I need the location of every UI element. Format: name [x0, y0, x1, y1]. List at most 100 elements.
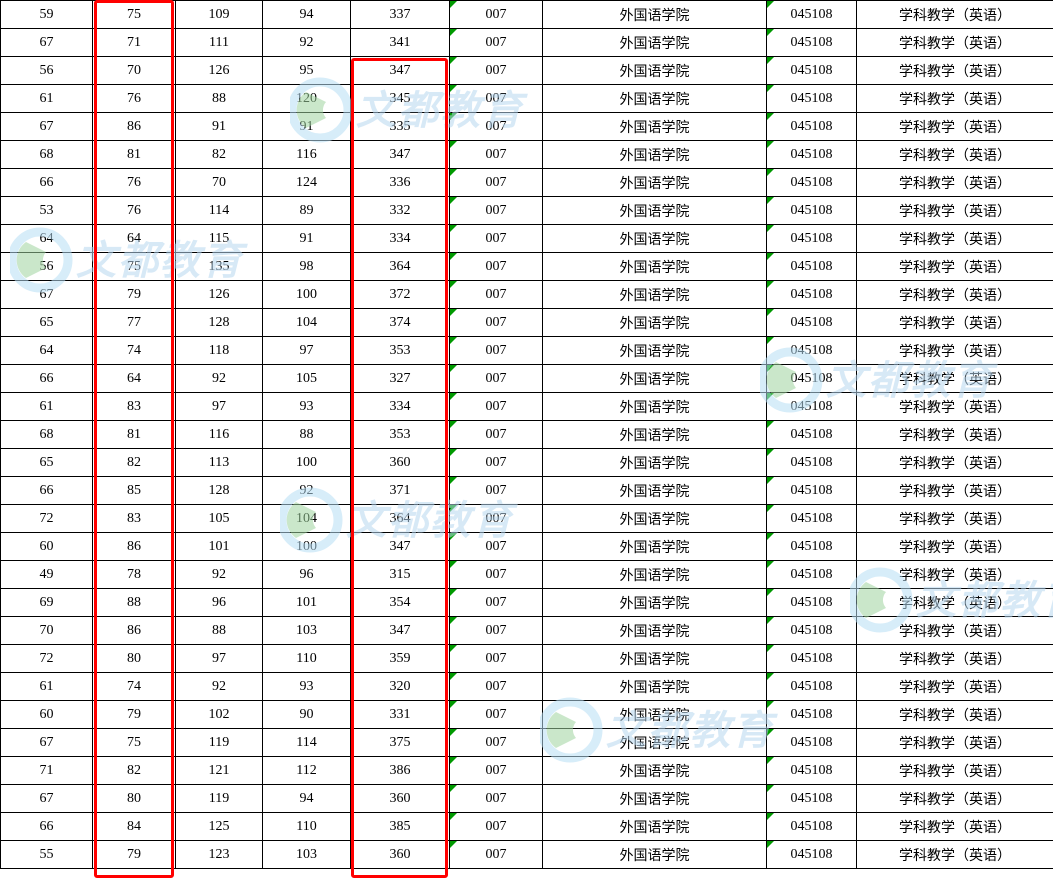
table-cell: 360 — [351, 785, 450, 813]
table-cell: 外国语学院 — [543, 561, 767, 589]
table-row: 708688103347007外国语学院045108学科教学（英语） — [1, 617, 1053, 645]
table-cell: 学科教学（英语） — [857, 309, 1053, 337]
table-cell: 65 — [1, 309, 93, 337]
table-cell: 外国语学院 — [543, 85, 767, 113]
table-cell: 外国语学院 — [543, 1, 767, 29]
table-cell: 315 — [351, 561, 450, 589]
table-cell: 353 — [351, 421, 450, 449]
table-cell: 49 — [1, 561, 93, 589]
table-cell: 64 — [1, 225, 93, 253]
table-cell: 92 — [176, 561, 263, 589]
table-cell: 045108 — [767, 253, 857, 281]
table-cell: 119 — [176, 729, 263, 757]
table-cell: 114 — [263, 729, 351, 757]
table-cell: 045108 — [767, 841, 857, 869]
table-cell: 007 — [450, 477, 543, 505]
table-cell: 71 — [1, 757, 93, 785]
table-cell: 335 — [351, 113, 450, 141]
table-cell: 81 — [93, 421, 176, 449]
table-row: 61839793334007外国语学院045108学科教学（英语） — [1, 393, 1053, 421]
table-cell: 120 — [263, 85, 351, 113]
table-cell: 045108 — [767, 197, 857, 225]
table-cell: 007 — [450, 141, 543, 169]
table-cell: 70 — [93, 57, 176, 85]
table-cell: 007 — [450, 57, 543, 85]
table-cell: 371 — [351, 477, 450, 505]
table-cell: 385 — [351, 813, 450, 841]
table-cell: 341 — [351, 29, 450, 57]
table-cell: 88 — [176, 617, 263, 645]
table-cell: 83 — [93, 505, 176, 533]
table-cell: 67 — [1, 785, 93, 813]
table-cell: 学科教学（英语） — [857, 113, 1053, 141]
table-cell: 70 — [1, 617, 93, 645]
table-cell: 007 — [450, 617, 543, 645]
table-cell: 88 — [176, 85, 263, 113]
table-cell: 101 — [176, 533, 263, 561]
table-cell: 76 — [93, 169, 176, 197]
table-cell: 76 — [93, 197, 176, 225]
table-cell: 045108 — [767, 169, 857, 197]
table-cell: 007 — [450, 197, 543, 225]
table-cell: 128 — [176, 309, 263, 337]
table-cell: 66 — [1, 169, 93, 197]
table-row: 688182116347007外国语学院045108学科教学（英语） — [1, 141, 1053, 169]
table-cell: 59 — [1, 1, 93, 29]
table-cell: 125 — [176, 813, 263, 841]
table-cell: 外国语学院 — [543, 617, 767, 645]
table-cell: 109 — [176, 1, 263, 29]
table-cell: 118 — [176, 337, 263, 365]
table-cell: 007 — [450, 1, 543, 29]
table-cell: 045108 — [767, 505, 857, 533]
table-cell: 100 — [263, 533, 351, 561]
table-cell: 外国语学院 — [543, 701, 767, 729]
table-cell: 60 — [1, 533, 93, 561]
table-row: 668512892371007外国语学院045108学科教学（英语） — [1, 477, 1053, 505]
table-cell: 334 — [351, 393, 450, 421]
table-cell: 外国语学院 — [543, 393, 767, 421]
table-cell: 007 — [450, 29, 543, 57]
table-cell: 60 — [1, 701, 93, 729]
table-cell: 外国语学院 — [543, 729, 767, 757]
table-cell: 364 — [351, 253, 450, 281]
table-cell: 372 — [351, 281, 450, 309]
table-cell: 外国语学院 — [543, 449, 767, 477]
table-cell: 外国语学院 — [543, 477, 767, 505]
table-cell: 92 — [176, 365, 263, 393]
table-cell: 80 — [93, 785, 176, 813]
table-cell: 91 — [263, 225, 351, 253]
table-cell: 学科教学（英语） — [857, 645, 1053, 673]
table-cell: 360 — [351, 841, 450, 869]
table-cell: 95 — [263, 57, 351, 85]
table-cell: 347 — [351, 141, 450, 169]
table-cell: 128 — [176, 477, 263, 505]
table-cell: 135 — [176, 253, 263, 281]
table-cell: 61 — [1, 85, 93, 113]
table-row: 617688120345007外国语学院045108学科教学（英语） — [1, 85, 1053, 113]
table-cell: 320 — [351, 673, 450, 701]
table-cell: 学科教学（英语） — [857, 393, 1053, 421]
table-cell: 学科教学（英语） — [857, 197, 1053, 225]
table-cell: 学科教学（英语） — [857, 337, 1053, 365]
table-cell: 82 — [93, 757, 176, 785]
table-row: 607910290331007外国语学院045108学科教学（英语） — [1, 701, 1053, 729]
table-cell: 外国语学院 — [543, 113, 767, 141]
table-row: 677111192341007外国语学院045108学科教学（英语） — [1, 29, 1053, 57]
table-cell: 88 — [263, 421, 351, 449]
table-cell: 045108 — [767, 757, 857, 785]
table-cell: 045108 — [767, 617, 857, 645]
table-cell: 83 — [93, 393, 176, 421]
table-cell: 007 — [450, 841, 543, 869]
table-cell: 101 — [263, 589, 351, 617]
table-row: 647411897353007外国语学院045108学科教学（英语） — [1, 337, 1053, 365]
table-cell: 学科教学（英语） — [857, 841, 1053, 869]
table-cell: 92 — [263, 29, 351, 57]
table-cell: 045108 — [767, 141, 857, 169]
table-cell: 74 — [93, 337, 176, 365]
table-cell: 007 — [450, 337, 543, 365]
table-cell: 外国语学院 — [543, 281, 767, 309]
table-row: 6577128104374007外国语学院045108学科教学（英语） — [1, 309, 1053, 337]
table-cell: 学科教学（英语） — [857, 29, 1053, 57]
table-cell: 114 — [176, 197, 263, 225]
table-row: 6779126100372007外国语学院045108学科教学（英语） — [1, 281, 1053, 309]
